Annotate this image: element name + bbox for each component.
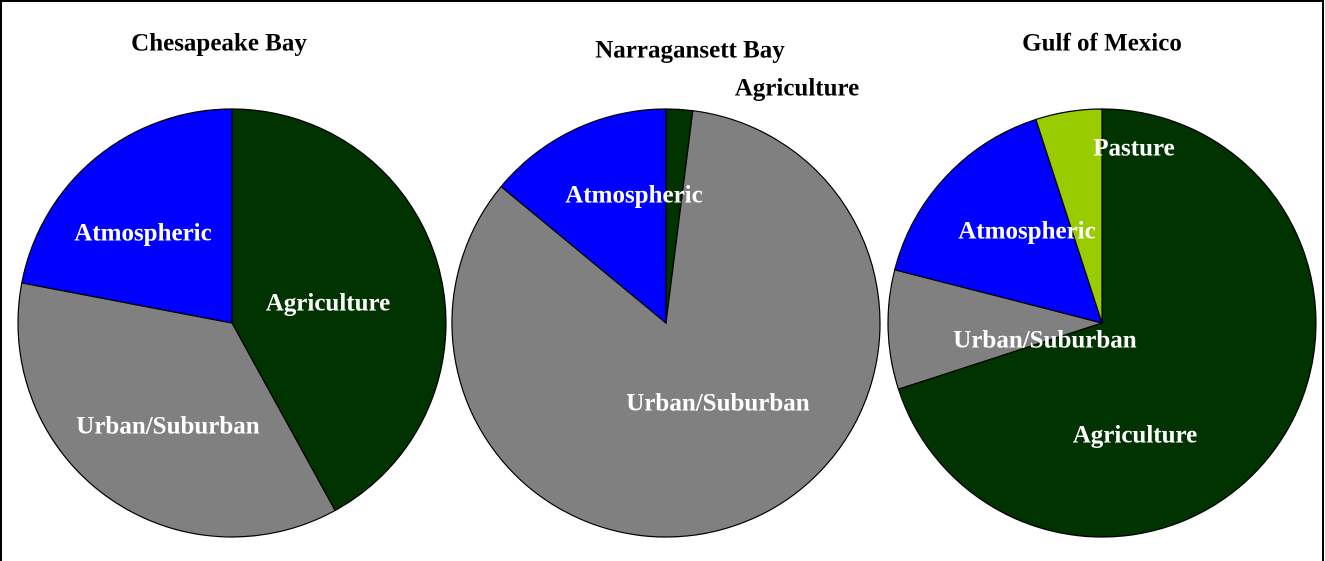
pie-slice: [21, 108, 233, 324]
pie-slice: [897, 108, 1317, 538]
chart-title: Narragansett Bay: [595, 37, 785, 64]
slice-label: Atmospheric: [74, 220, 211, 247]
slice-label: Agriculture: [266, 290, 391, 317]
pie-slice: [451, 110, 881, 538]
slice-label: Atmospheric: [565, 182, 702, 209]
chart-title: Gulf of Mexico: [1022, 30, 1182, 57]
pie-slice: [500, 108, 667, 325]
pie-slice: [1035, 108, 1103, 324]
slice-label: Atmospheric: [958, 218, 1095, 245]
chart-title: Chesapeake Bay: [131, 30, 307, 57]
slice-label: Urban/Suburban: [76, 413, 260, 440]
slice-label: Urban/Suburban: [626, 390, 810, 417]
slice-label: Urban/Suburban: [953, 327, 1137, 354]
slice-label: Pasture: [1093, 135, 1174, 162]
pie-slice: [887, 269, 1105, 390]
pie-slice: [231, 108, 447, 512]
pie-slice: [17, 282, 336, 538]
slice-label: Agriculture: [1073, 422, 1198, 449]
pie-slice: [893, 118, 1103, 324]
slice-label: Agriculture: [735, 75, 860, 102]
